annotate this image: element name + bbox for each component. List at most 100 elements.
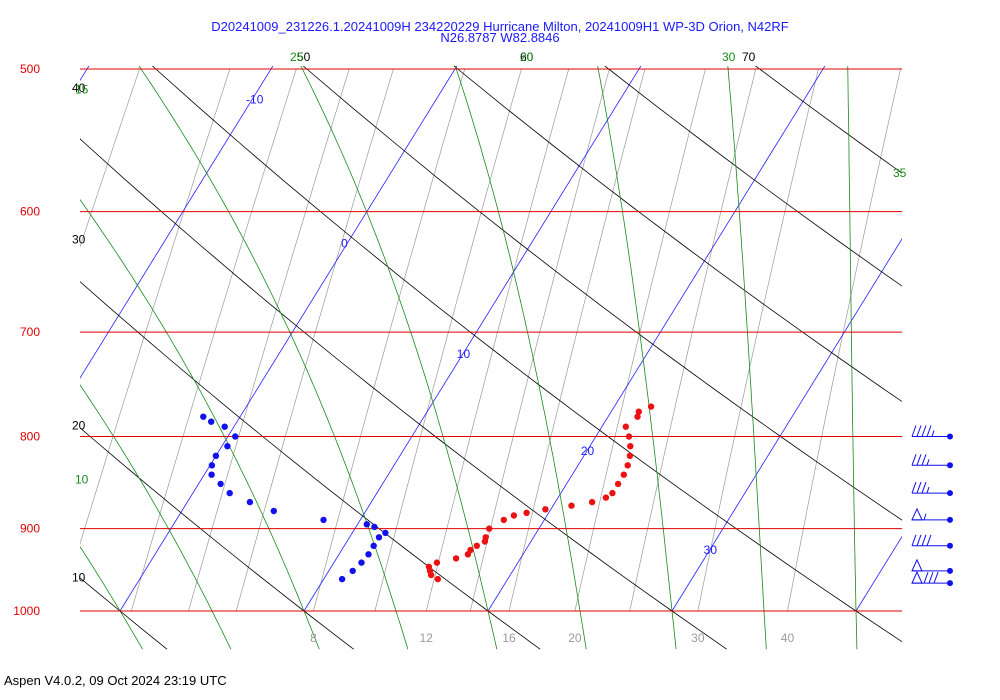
moist-adiabat-0 [80,545,143,650]
temperature-point [627,443,634,450]
pressure-label-1000: 1000 [13,604,40,618]
moist-adiabat-label-25: 25 [290,50,304,64]
mixing-line-4 [130,68,297,612]
isotherm-label-10: 10 [457,347,471,361]
wind-barb [911,425,953,440]
dry-adiabat-label-50: 50 [297,50,311,64]
chart-subtitle: N26.8787 W82.8846 [440,30,560,45]
temperature-point [427,571,435,579]
temperature-point [473,542,480,549]
moist-adiabat-40 [847,66,858,650]
mixing-line-5 [188,68,350,612]
wind-barbs [911,425,953,587]
dry-adiabat-30 [80,138,727,650]
mixing-line-16 [508,68,646,612]
dry-adiabat-label-20: 20 [72,419,86,433]
mixing-line-10 [374,68,522,612]
dewpoint-point [375,534,383,541]
temperature-point [510,512,518,519]
mixing-label-30: 30 [691,631,705,645]
temperature-point [464,551,472,558]
dewpoint-point [217,480,224,488]
dewpoint-point [212,452,220,459]
temperature-point [568,502,575,509]
mixing-label-16: 16 [502,631,516,645]
moist-adiabat-15 [138,66,409,650]
isotherm-label-30: 30 [704,543,718,557]
mixing-line-20 [574,68,706,612]
temperature-point [634,413,641,420]
temperature-point [481,538,489,545]
dry-adiabat-label-70: 70 [742,50,756,64]
mixing-line-12 [425,68,570,612]
dry-adiabat-label-60: 60 [520,50,534,64]
temperature-point [523,509,530,516]
wind-barb [911,558,953,574]
moist-adiabat-5 [80,384,232,650]
dry-adiabat-90 [799,0,1000,649]
wind-barb [911,481,953,497]
dewpoint-point [365,551,372,558]
temperature-point [647,403,655,410]
mixing-line-8 [313,68,466,612]
mixing-label-12: 12 [420,631,434,645]
isotherm-label-20: 20 [581,444,595,458]
temperature-point [625,433,633,440]
moist-adiabat-20 [300,66,498,650]
moist-adiabat-35 [727,66,767,650]
isotherm-label-0: 0 [341,236,348,250]
pressure-label-500: 500 [20,62,40,76]
wind-barb [911,454,953,469]
dewpoint-point [349,567,356,575]
isotherm-40 [855,535,902,612]
temperature-point [434,575,441,583]
moist-adiabat-label-15: 15 [75,83,89,97]
dewpoint-point [370,542,377,549]
temperature-point [486,525,493,532]
dewpoint-point [232,433,239,440]
dewpoint-point [246,498,254,506]
wind-barb [911,507,953,523]
moist-adiabat-label-20: 20 [520,50,534,64]
mixing-line-3 [80,68,231,545]
dry-adiabat-100 [945,0,1000,649]
dry-adiabat-10 [80,427,354,650]
pressure-label-600: 600 [20,205,40,219]
dry-adiabat-label-30: 30 [72,232,86,246]
mixing-line-6 [235,68,394,612]
dewpoint-point [371,523,378,531]
dewpoint-point [208,418,215,425]
dry-adiabat-60 [453,66,902,403]
pressure-label-700: 700 [20,325,40,339]
mixing-line-40 [787,68,901,612]
temperature-point [542,506,549,513]
dewpoint-point [208,471,215,478]
moist-adiabat-30 [597,66,677,650]
dewpoint-point [224,443,231,450]
moist-adiabat-lines [80,66,858,650]
dewpoint-point [208,462,216,469]
isotherm-label--10: -10 [246,93,264,107]
temperature-point [622,423,629,430]
pressure-label-800: 800 [20,430,40,444]
dewpoint-point [363,521,370,528]
dewpoint-point [200,413,207,420]
isotherm-0 [119,66,458,612]
temperature-point [433,559,441,566]
dry-adiabat-label-10: 10 [72,571,86,585]
temperature-point [588,498,596,506]
mixing-label-8: 8 [310,631,317,645]
temperature-point [500,516,507,524]
wind-barb [911,534,953,549]
isotherm-20 [487,66,826,612]
dry-adiabat-50 [302,66,902,521]
chart-title: D20241009_231226.1.20241009H 234220229 H… [211,19,789,34]
temperature-point [620,471,627,478]
software-footer: Aspen V4.0.2, 09 Oct 2024 23:19 UTC [4,673,227,688]
mixing-label-40: 40 [781,631,795,645]
axis-labels: 500 600 700 800 900 1000 -10 0 10 20 30 8 12 16 20 30 40… [13,50,906,645]
moist-adiabat-label-10: 10 [75,472,89,486]
moist-adiabat-10 [80,198,320,650]
temperature-point [635,408,642,415]
